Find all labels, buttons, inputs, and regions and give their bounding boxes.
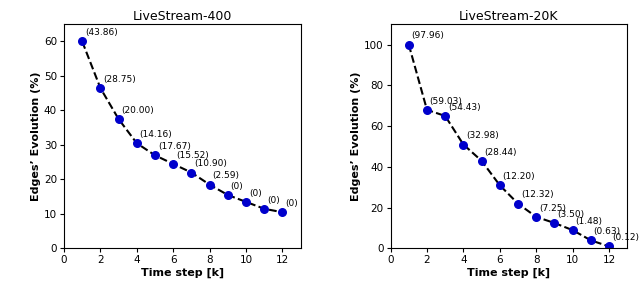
Text: (3.50): (3.50) [557, 210, 584, 219]
Text: (14.16): (14.16) [140, 130, 172, 139]
Text: (2.59): (2.59) [212, 171, 239, 181]
X-axis label: Time step [k]: Time step [k] [467, 268, 550, 278]
Text: (7.25): (7.25) [539, 204, 566, 213]
Point [113, 117, 124, 122]
X-axis label: Time step [k]: Time step [k] [141, 268, 224, 278]
Text: (97.96): (97.96) [412, 32, 444, 41]
Text: (28.44): (28.44) [484, 148, 517, 157]
Point [495, 183, 505, 188]
Point [422, 108, 432, 112]
Text: (43.86): (43.86) [85, 28, 118, 37]
Point [186, 170, 196, 175]
Title: LiveStream-20K: LiveStream-20K [459, 10, 559, 23]
Text: (54.43): (54.43) [448, 103, 481, 112]
Point [586, 238, 596, 243]
Y-axis label: Edges’ Evolution (%): Edges’ Evolution (%) [31, 72, 41, 201]
Point [531, 215, 541, 219]
Point [549, 221, 559, 225]
Point [223, 193, 233, 198]
Title: LiveStream-400: LiveStream-400 [132, 10, 232, 23]
Text: (0): (0) [230, 182, 243, 191]
Text: (32.98): (32.98) [466, 131, 499, 140]
Text: (0.12): (0.12) [612, 233, 639, 242]
Y-axis label: Edges’ Evolution (%): Edges’ Evolution (%) [351, 72, 361, 201]
Text: (0.63): (0.63) [593, 227, 621, 236]
Text: (28.75): (28.75) [103, 75, 136, 84]
Point [132, 141, 142, 146]
Text: (17.67): (17.67) [158, 142, 191, 151]
Point [568, 228, 578, 232]
Point [259, 206, 269, 211]
Point [241, 199, 251, 204]
Point [458, 142, 468, 147]
Point [604, 244, 614, 249]
Text: (10.90): (10.90) [194, 159, 227, 168]
Text: (20.00): (20.00) [122, 106, 154, 115]
Point [277, 210, 287, 215]
Point [77, 39, 87, 44]
Text: (15.52): (15.52) [176, 151, 209, 160]
Text: (1.48): (1.48) [575, 217, 602, 226]
Text: (0): (0) [249, 189, 262, 198]
Point [513, 201, 523, 206]
Text: (12.32): (12.32) [521, 191, 554, 199]
Point [440, 114, 451, 118]
Text: (12.20): (12.20) [502, 172, 535, 181]
Point [404, 42, 414, 47]
Point [476, 158, 486, 163]
Text: (59.03): (59.03) [429, 97, 463, 106]
Text: (0): (0) [285, 199, 298, 208]
Point [150, 153, 160, 158]
Point [95, 86, 106, 91]
Text: (0): (0) [267, 196, 280, 205]
Point [205, 182, 215, 187]
Point [168, 161, 179, 166]
